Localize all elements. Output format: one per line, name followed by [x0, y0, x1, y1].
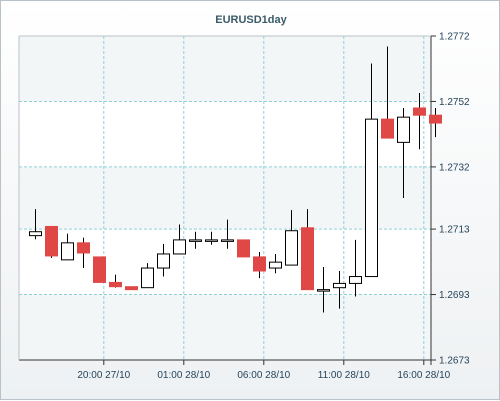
candle	[397, 108, 410, 198]
x-tick-label: 20:00 27/10	[77, 370, 130, 381]
y-tick-label: 1.2673	[439, 356, 470, 367]
candle	[301, 209, 314, 291]
candle-body-down	[45, 225, 58, 257]
candle-body-down	[301, 227, 314, 291]
candle-body-up	[285, 230, 298, 266]
candle-body-up	[189, 239, 202, 242]
candle	[77, 237, 90, 269]
chart-title: EURUSD1day	[215, 14, 287, 26]
candle-body-up	[349, 276, 362, 284]
candle	[333, 270, 346, 309]
y-tick-label: 1.2752	[439, 97, 470, 108]
candle-body-up	[141, 267, 154, 289]
candles	[29, 46, 442, 313]
axes	[18, 35, 436, 365]
candle	[61, 233, 74, 261]
candle	[365, 63, 378, 278]
candle-body-down	[237, 239, 250, 258]
plot-band	[19, 36, 431, 102]
candle	[221, 219, 234, 249]
candle	[237, 239, 250, 258]
candle-body-up	[61, 242, 74, 261]
candle-body-up	[29, 231, 42, 237]
y-tick-label: 1.2713	[439, 225, 470, 236]
plot-band	[19, 101, 431, 167]
plot-band	[19, 294, 431, 360]
y-tick-label: 1.2693	[439, 290, 470, 301]
x-axis-ticks: 20:00 27/10 01:00 28/10 06:00 28/10 11:00 2…	[77, 360, 451, 381]
x-tick-label: 01:00 28/10	[157, 370, 210, 381]
y-axis-ticks: 1.2772 1.2752 1.2732 1.2713 1.2693 1.2673	[431, 32, 470, 367]
candle	[269, 253, 282, 274]
candle	[45, 225, 58, 258]
candle	[413, 92, 426, 150]
candle-body-up	[333, 282, 346, 289]
candle-body-up	[365, 118, 378, 278]
candle	[285, 210, 298, 266]
candle	[349, 239, 362, 297]
candle-body-up	[173, 239, 186, 255]
candle-body-up	[317, 289, 330, 292]
candle	[429, 108, 442, 138]
candle	[205, 231, 218, 245]
candle-body-up	[269, 261, 282, 269]
candle-body-down	[125, 286, 138, 291]
y-tick-label: 1.2732	[439, 162, 470, 173]
y-tick-label: 1.2772	[439, 32, 470, 43]
candle-body-down	[77, 242, 90, 254]
candle-body-down	[429, 114, 442, 124]
candle	[381, 46, 394, 139]
candle-body-down	[381, 118, 394, 139]
candle	[253, 252, 266, 279]
candle	[317, 267, 330, 313]
candle-body-down	[413, 107, 426, 116]
candle	[109, 274, 122, 288]
candle-body-down	[253, 256, 266, 272]
candle-body-up	[157, 253, 170, 269]
candle	[173, 224, 186, 255]
candle	[29, 209, 42, 240]
x-tick-label: 11:00 28/10	[318, 370, 371, 381]
candle	[125, 286, 138, 291]
candle-body-up	[397, 116, 410, 143]
candle-body-down	[109, 281, 122, 288]
x-tick-label: 06:00 28/10	[237, 370, 290, 381]
x-tick-label: 16:00 28/10	[397, 370, 450, 381]
candle	[157, 243, 170, 277]
candle-body-up	[221, 239, 234, 242]
candle	[141, 263, 154, 289]
candle-body-up	[205, 239, 218, 242]
candle	[93, 256, 106, 283]
candle	[189, 231, 202, 249]
plot-band	[19, 166, 431, 230]
candle-body-down	[93, 256, 106, 283]
